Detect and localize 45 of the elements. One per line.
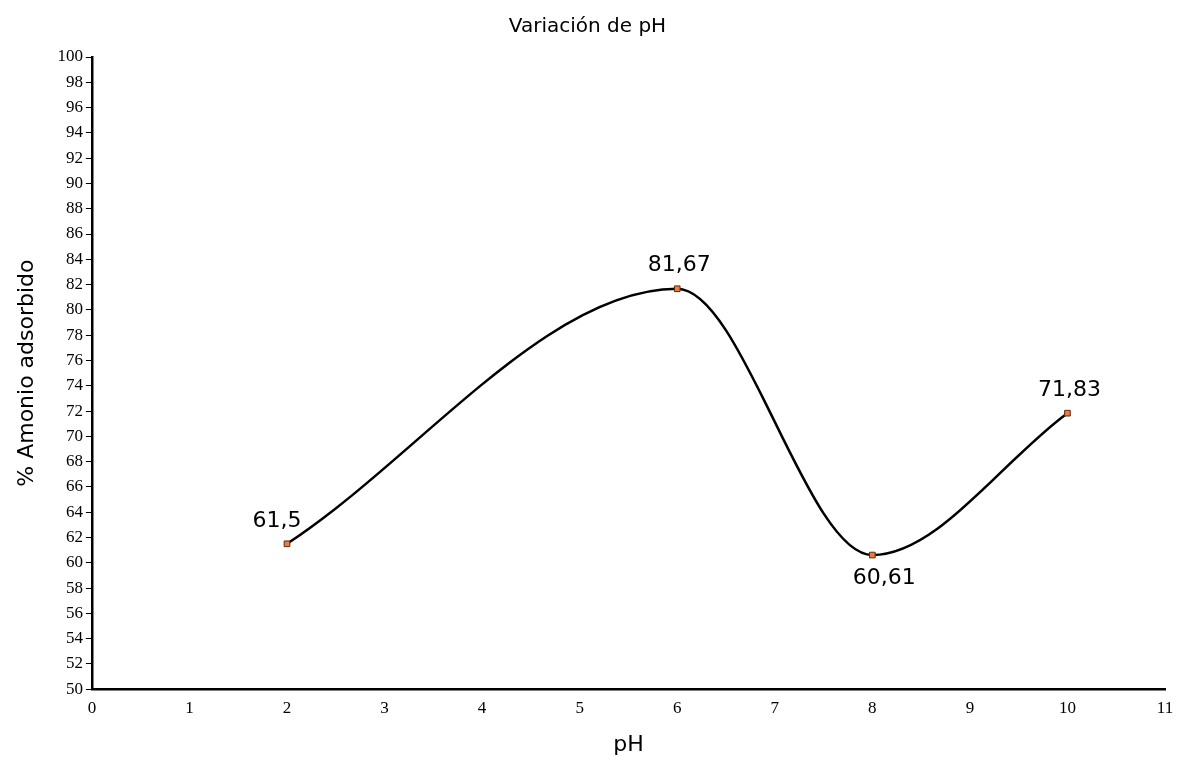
y-tick-label: 76 (65, 349, 83, 369)
y-tick-label: 68 (65, 451, 83, 471)
x-tick-label: 5 (575, 697, 584, 717)
x-tick-label: 8 (868, 697, 877, 717)
y-tick-label: 62 (65, 526, 83, 546)
x-tick-label: 2 (282, 697, 292, 717)
y-tick-label: 50 (65, 678, 83, 698)
data-label: 61,5 (252, 506, 302, 532)
y-tick-label: 96 (65, 97, 83, 117)
y-tick-label: 100 (57, 46, 83, 66)
x-tick-label: 4 (477, 697, 487, 717)
y-tick-label: 74 (65, 375, 84, 395)
data-label: 60,61 (852, 563, 916, 589)
x-tick-label: 0 (87, 697, 97, 717)
y-tick-label: 70 (65, 425, 83, 445)
y-tick-label: 90 (65, 172, 83, 192)
x-tick-label: 1 (185, 697, 194, 717)
y-tick-label: 52 (65, 653, 83, 673)
y-tick-label: 92 (65, 147, 83, 167)
y-tick-label: 64 (65, 501, 84, 521)
y-tick-label: 72 (65, 400, 83, 420)
x-axis-title: pH (613, 730, 644, 756)
x-tick-label: 7 (770, 697, 780, 717)
y-tick-label: 60 (65, 552, 83, 572)
x-tick-label: 6 (672, 697, 682, 717)
y-tick-label: 58 (65, 577, 83, 597)
y-tick-label: 94 (65, 122, 84, 142)
y-tick-label: 80 (65, 299, 83, 319)
y-tick-label: 66 (65, 476, 83, 496)
y-tick-label: 84 (65, 248, 84, 268)
y-tick-label: 88 (65, 198, 83, 218)
y-tick-label: 78 (65, 324, 83, 344)
x-tick-label: 9 (965, 697, 975, 717)
data-label: 71,83 (1037, 375, 1101, 401)
x-tick-label: 10 (1058, 697, 1076, 717)
x-tick-label: 3 (380, 697, 389, 717)
chart-title: Variación de pH (508, 13, 667, 38)
y-tick-label: 82 (65, 274, 83, 294)
x-tick-label: 11 (1156, 697, 1174, 717)
y-tick-label: 86 (65, 223, 83, 243)
y-axis-title: % Amonio adsorbido (12, 259, 38, 487)
y-tick-label: 98 (65, 71, 83, 91)
y-tick-label: 54 (65, 628, 84, 648)
data-label: 81,67 (647, 251, 711, 277)
y-tick-label: 56 (65, 602, 83, 622)
